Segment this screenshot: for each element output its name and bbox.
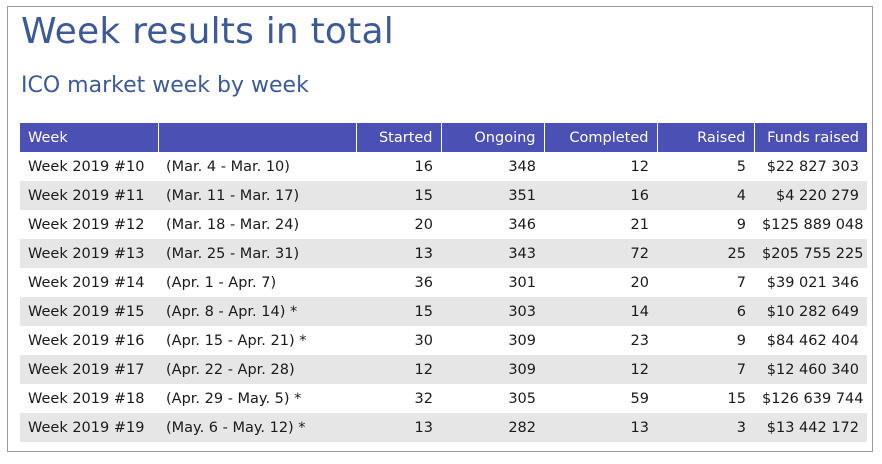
cell-date-range: (Apr. 8 - Apr. 14) * [158, 297, 356, 326]
cell-started: 15 [356, 297, 441, 326]
table-row: Week 2019 #11 (Mar. 11 - Mar. 17) 15 351… [20, 181, 867, 210]
cell-started: 32 [356, 384, 441, 413]
cell-date-range: (Apr. 1 - Apr. 7) [158, 268, 356, 297]
cell-completed: 13 [544, 413, 657, 442]
cell-funds-raised: $12 460 340 [754, 355, 867, 384]
table-row: Week 2019 #10 (Mar. 4 - Mar. 10) 16 348 … [20, 152, 867, 181]
cell-ongoing: 348 [441, 152, 544, 181]
cell-funds-raised: $22 827 303 [754, 152, 867, 181]
cell-ongoing: 343 [441, 239, 544, 268]
cell-raised: 9 [657, 326, 754, 355]
table-header-row: Week Started Ongoing Completed Raised Fu… [20, 123, 867, 152]
cell-raised: 15 [657, 384, 754, 413]
cell-ongoing: 309 [441, 326, 544, 355]
cell-started: 13 [356, 413, 441, 442]
cell-completed: 20 [544, 268, 657, 297]
cell-completed: 23 [544, 326, 657, 355]
cell-ongoing: 309 [441, 355, 544, 384]
header-completed: Completed [544, 123, 658, 152]
header-week: Week [20, 123, 159, 152]
table-body: Week 2019 #10 (Mar. 4 - Mar. 10) 16 348 … [20, 152, 867, 442]
cell-funds-raised: $10 282 649 [754, 297, 867, 326]
cell-date-range: (Mar. 25 - Mar. 31) [158, 239, 356, 268]
cell-ongoing: 303 [441, 297, 544, 326]
cell-funds-raised: $4 220 279 [754, 181, 867, 210]
cell-funds-raised: $125 889 048 [754, 210, 867, 239]
cell-completed: 16 [544, 181, 657, 210]
cell-completed: 21 [544, 210, 657, 239]
table-row: Week 2019 #16 (Apr. 15 - Apr. 21) * 30 3… [20, 326, 867, 355]
week-results-table: Week Started Ongoing Completed Raised Fu… [20, 123, 867, 442]
header-funds-raised: Funds raised [754, 123, 867, 152]
cell-week: Week 2019 #17 [20, 355, 158, 384]
results-panel: Week results in total ICO market week by… [7, 6, 873, 452]
cell-date-range: (Apr. 29 - May. 5) * [158, 384, 356, 413]
cell-raised: 5 [657, 152, 754, 181]
cell-week: Week 2019 #19 [20, 413, 158, 442]
cell-ongoing: 346 [441, 210, 544, 239]
cell-completed: 12 [544, 355, 657, 384]
cell-date-range: (Apr. 15 - Apr. 21) * [158, 326, 356, 355]
cell-started: 13 [356, 239, 441, 268]
cell-completed: 59 [544, 384, 657, 413]
table-row: Week 2019 #14 (Apr. 1 - Apr. 7) 36 301 2… [20, 268, 867, 297]
cell-raised: 6 [657, 297, 754, 326]
table-row: Week 2019 #19 (May. 6 - May. 12) * 13 28… [20, 413, 867, 442]
cell-completed: 14 [544, 297, 657, 326]
cell-raised: 7 [657, 268, 754, 297]
cell-started: 12 [356, 355, 441, 384]
cell-raised: 7 [657, 355, 754, 384]
page-title: Week results in total [21, 11, 394, 52]
table-row: Week 2019 #13 (Mar. 25 - Mar. 31) 13 343… [20, 239, 867, 268]
cell-week: Week 2019 #11 [20, 181, 158, 210]
cell-funds-raised: $126 639 744 [754, 384, 867, 413]
cell-completed: 12 [544, 152, 657, 181]
cell-started: 30 [356, 326, 441, 355]
cell-raised: 3 [657, 413, 754, 442]
table-row: Week 2019 #17 (Apr. 22 - Apr. 28) 12 309… [20, 355, 867, 384]
cell-week: Week 2019 #13 [20, 239, 158, 268]
cell-completed: 72 [544, 239, 657, 268]
table-row: Week 2019 #12 (Mar. 18 - Mar. 24) 20 346… [20, 210, 867, 239]
cell-week: Week 2019 #15 [20, 297, 158, 326]
cell-ongoing: 351 [441, 181, 544, 210]
header-ongoing: Ongoing [441, 123, 545, 152]
cell-funds-raised: $39 021 346 [754, 268, 867, 297]
cell-date-range: (Mar. 11 - Mar. 17) [158, 181, 356, 210]
cell-funds-raised: $205 755 225 [754, 239, 867, 268]
cell-date-range: (Mar. 18 - Mar. 24) [158, 210, 356, 239]
cell-raised: 9 [657, 210, 754, 239]
cell-funds-raised: $13 442 172 [754, 413, 867, 442]
page-subtitle: ICO market week by week [21, 73, 309, 98]
cell-week: Week 2019 #10 [20, 152, 158, 181]
cell-started: 36 [356, 268, 441, 297]
cell-raised: 25 [657, 239, 754, 268]
cell-started: 16 [356, 152, 441, 181]
cell-ongoing: 301 [441, 268, 544, 297]
cell-started: 20 [356, 210, 441, 239]
cell-funds-raised: $84 462 404 [754, 326, 867, 355]
cell-week: Week 2019 #12 [20, 210, 158, 239]
header-raised: Raised [657, 123, 755, 152]
cell-started: 15 [356, 181, 441, 210]
cell-date-range: (Mar. 4 - Mar. 10) [158, 152, 356, 181]
cell-ongoing: 305 [441, 384, 544, 413]
cell-ongoing: 282 [441, 413, 544, 442]
cell-date-range: (May. 6 - May. 12) * [158, 413, 356, 442]
header-started: Started [356, 123, 442, 152]
cell-week: Week 2019 #16 [20, 326, 158, 355]
cell-raised: 4 [657, 181, 754, 210]
cell-week: Week 2019 #14 [20, 268, 158, 297]
cell-week: Week 2019 #18 [20, 384, 158, 413]
table-row: Week 2019 #18 (Apr. 29 - May. 5) * 32 30… [20, 384, 867, 413]
header-range [158, 123, 357, 152]
cell-date-range: (Apr. 22 - Apr. 28) [158, 355, 356, 384]
table-row: Week 2019 #15 (Apr. 8 - Apr. 14) * 15 30… [20, 297, 867, 326]
